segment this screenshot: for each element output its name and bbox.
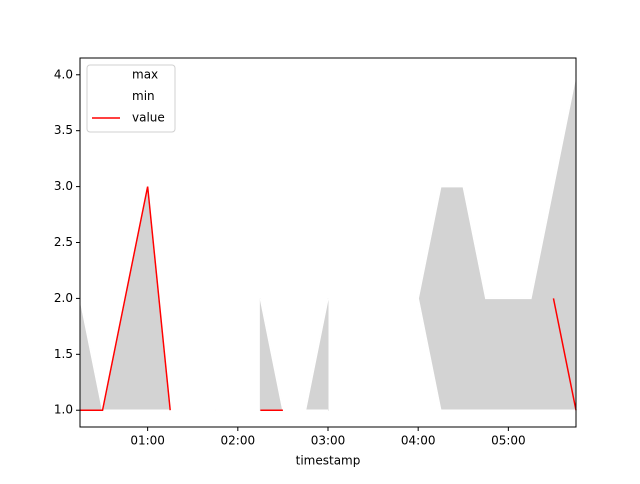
legend-box <box>86 64 176 133</box>
x-axis-label: timestamp <box>296 454 361 468</box>
y-tick-label: 2.0 <box>54 291 73 305</box>
x-tick-label: 03:00 <box>311 434 346 448</box>
series-line <box>80 186 577 411</box>
x-tick-label: 02:00 <box>221 434 256 448</box>
range-fill <box>79 186 216 411</box>
y-tick-label: 4.0 <box>54 67 73 81</box>
x-tick-label: 01:00 <box>130 434 165 448</box>
y-tick-label: 3.5 <box>54 123 73 137</box>
y-tick-label: 3.0 <box>54 179 73 193</box>
x-tick-label: 05:00 <box>491 434 526 448</box>
range-fill <box>259 298 329 411</box>
legend: max min value <box>86 64 176 133</box>
legend-label: min <box>132 89 155 103</box>
y-tick-label: 2.5 <box>54 235 73 249</box>
y-tick-label: 1.5 <box>54 347 73 361</box>
legend-label: max <box>132 68 158 82</box>
legend-label: value <box>132 111 165 125</box>
y-tick-label: 1.0 <box>54 403 73 417</box>
x-tick-label: 04:00 <box>401 434 436 448</box>
